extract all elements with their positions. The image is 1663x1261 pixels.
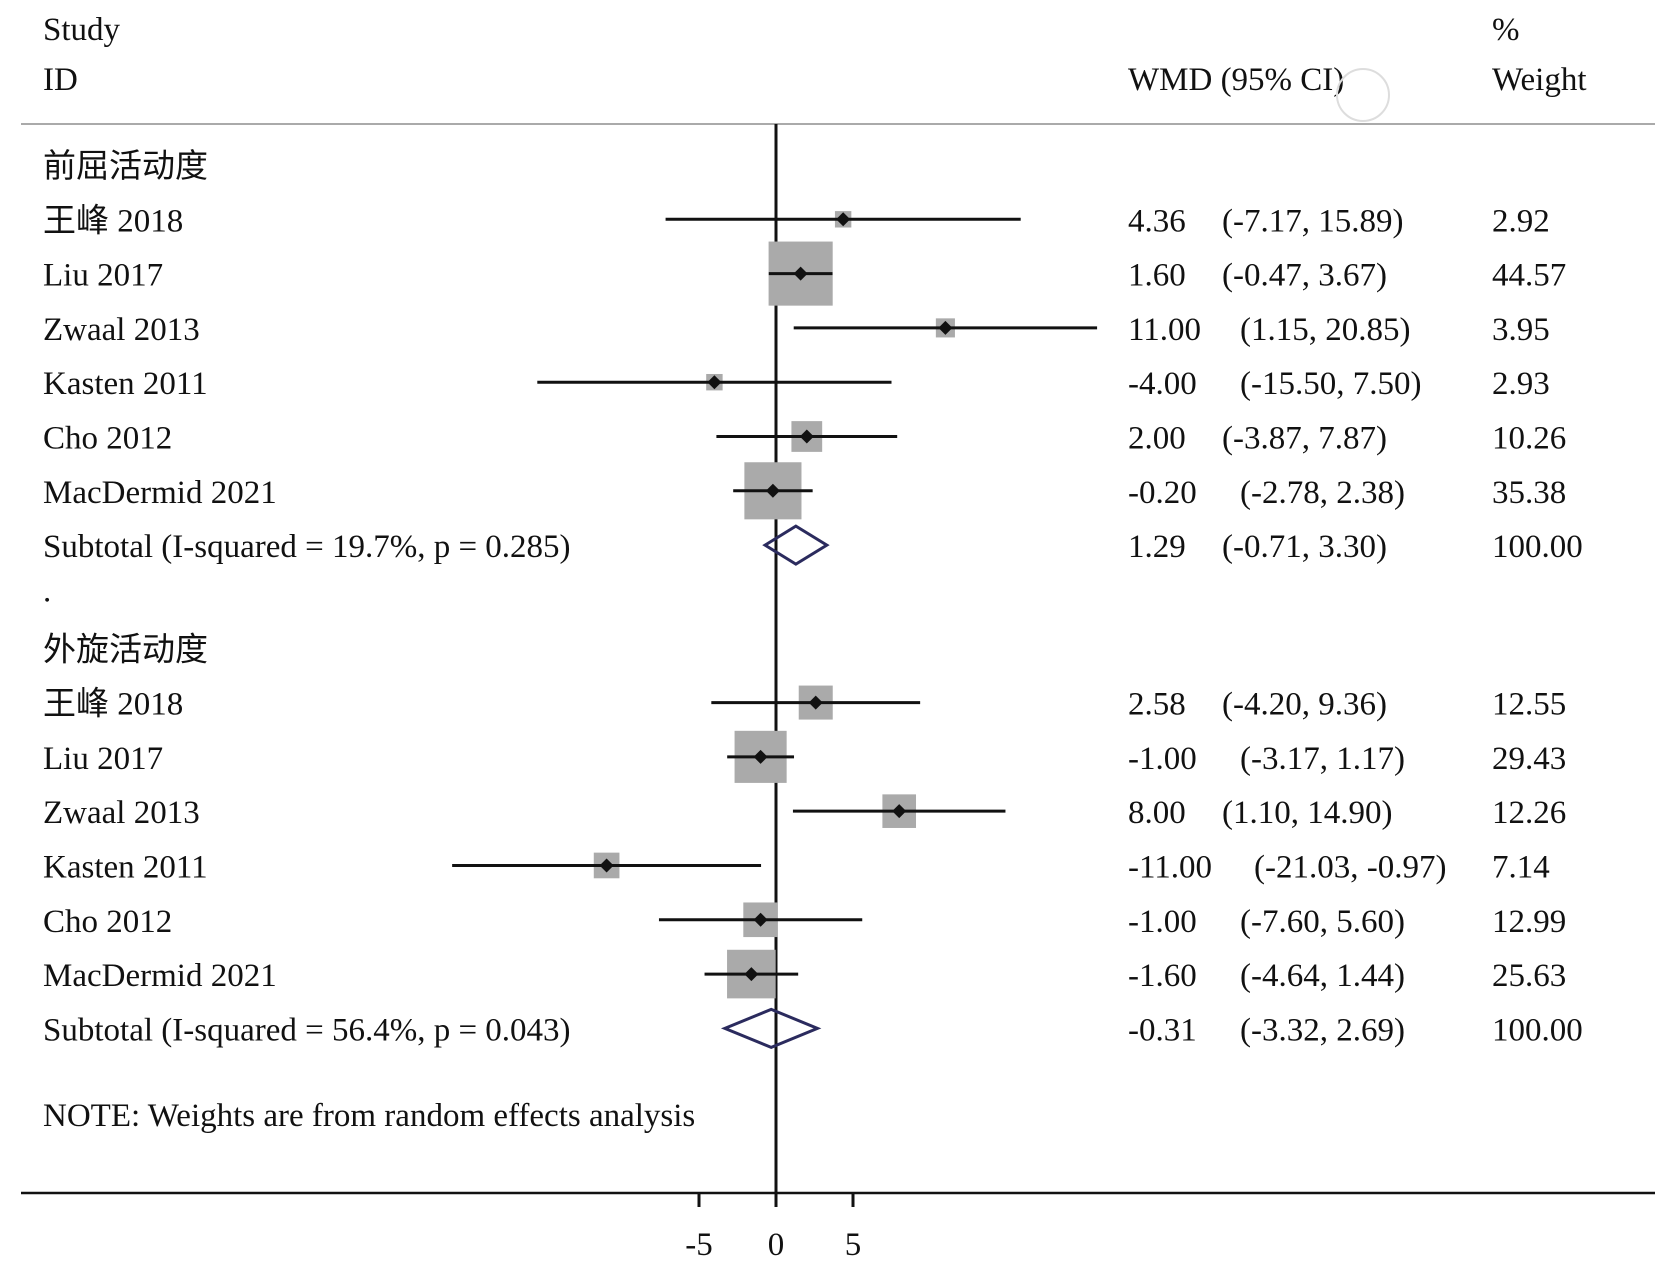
- study-wmd: 11.00: [1128, 312, 1201, 348]
- study-weight: 35.38: [1492, 475, 1566, 511]
- point-estimate-marker: [892, 804, 907, 819]
- study-weight: 7.14: [1492, 849, 1550, 885]
- group-title: 外旋活动度: [43, 631, 208, 668]
- watermark-seal-icon: [1336, 68, 1390, 122]
- x-tick-label: 5: [845, 1227, 862, 1261]
- subtotal-label: Subtotal (I-squared = 19.7%, p = 0.285): [43, 529, 571, 565]
- study-weight: 29.43: [1492, 741, 1566, 777]
- header-pct: %: [1492, 12, 1520, 48]
- study-name: 王峰 2018: [43, 686, 183, 723]
- study-name: Kasten 2011: [43, 849, 208, 885]
- footnote: NOTE: Weights are from random effects an…: [43, 1098, 695, 1134]
- study-weight: 12.55: [1492, 687, 1566, 723]
- subtotal-label: Subtotal (I-squared = 56.4%, p = 0.043): [43, 1012, 571, 1048]
- study-ci: (-15.50, 7.50): [1240, 366, 1421, 402]
- study-wmd: -0.20: [1128, 475, 1197, 511]
- point-estimate-marker: [744, 967, 759, 982]
- study-name: Cho 2012: [43, 904, 172, 940]
- point-estimate-marker: [793, 266, 808, 281]
- point-estimate-marker: [765, 483, 780, 498]
- study-name: MacDermid 2021: [43, 958, 277, 994]
- subtotal-diamond: [720, 1007, 822, 1049]
- study-ci: (-3.32, 2.69): [1240, 1012, 1405, 1048]
- study-ci: (-21.03, -0.97): [1254, 849, 1446, 885]
- study-wmd: -1.00: [1128, 904, 1197, 940]
- point-estimate-marker: [599, 858, 614, 873]
- study-weight: 100.00: [1492, 529, 1583, 565]
- study-wmd: 1.29: [1128, 529, 1186, 565]
- header-id: ID: [43, 62, 78, 98]
- study-weight: 10.26: [1492, 421, 1566, 457]
- study-wmd: -11.00: [1128, 849, 1212, 885]
- study-wmd: -1.00: [1128, 741, 1197, 777]
- study-wmd: 2.58: [1128, 687, 1186, 723]
- study-weight: 12.99: [1492, 904, 1566, 940]
- study-name: Liu 2017: [43, 258, 163, 294]
- study-ci: (-2.78, 2.38): [1240, 475, 1405, 511]
- study-wmd: 1.60: [1128, 258, 1186, 294]
- study-weight: 100.00: [1492, 1012, 1583, 1048]
- header-study: Study: [43, 12, 121, 48]
- study-ci: (-7.60, 5.60): [1240, 904, 1405, 940]
- study-name: Zwaal 2013: [43, 312, 200, 348]
- study-ci: (-4.20, 9.36): [1222, 687, 1387, 723]
- point-estimate-marker: [799, 429, 814, 444]
- point-estimate-marker: [753, 912, 768, 927]
- study-name: Liu 2017: [43, 741, 163, 777]
- study-ci: (-0.47, 3.67): [1222, 258, 1387, 294]
- study-ci: (-4.64, 1.44): [1240, 958, 1405, 994]
- study-ci: (-3.17, 1.17): [1240, 741, 1405, 777]
- study-ci: (-3.87, 7.87): [1222, 421, 1387, 457]
- subtotal-diamond: [762, 524, 830, 566]
- study-wmd: -4.00: [1128, 366, 1197, 402]
- study-wmd: 8.00: [1128, 795, 1186, 831]
- point-estimate-marker: [938, 320, 953, 335]
- study-wmd: 4.36: [1128, 203, 1186, 239]
- study-name: Zwaal 2013: [43, 795, 200, 831]
- point-estimate-marker: [707, 375, 722, 390]
- header-effect: WMD (95% CI): [1128, 62, 1344, 98]
- study-weight: 12.26: [1492, 795, 1566, 831]
- x-tick-label: 0: [768, 1227, 785, 1261]
- study-weight: 2.93: [1492, 366, 1550, 402]
- study-weight: 2.92: [1492, 203, 1550, 239]
- group-separator: .: [43, 573, 51, 609]
- header-weight: Weight: [1492, 62, 1587, 98]
- study-ci: (1.15, 20.85): [1240, 312, 1410, 348]
- study-ci: (-0.71, 3.30): [1222, 529, 1387, 565]
- x-tick-label: -5: [685, 1227, 713, 1261]
- study-ci: (1.10, 14.90): [1222, 795, 1392, 831]
- study-name: Cho 2012: [43, 421, 172, 457]
- study-wmd: 2.00: [1128, 421, 1186, 457]
- point-estimate-marker: [836, 212, 851, 227]
- study-ci: (-7.17, 15.89): [1222, 203, 1403, 239]
- study-wmd: -1.60: [1128, 958, 1197, 994]
- study-name: 王峰 2018: [43, 202, 183, 239]
- study-name: MacDermid 2021: [43, 475, 277, 511]
- study-weight: 3.95: [1492, 312, 1550, 348]
- study-wmd: -0.31: [1128, 1012, 1197, 1048]
- study-name: Kasten 2011: [43, 366, 208, 402]
- point-estimate-marker: [753, 749, 768, 764]
- group-title: 前屈活动度: [43, 148, 208, 185]
- study-weight: 25.63: [1492, 958, 1566, 994]
- point-estimate-marker: [808, 695, 823, 710]
- study-weight: 44.57: [1492, 258, 1566, 294]
